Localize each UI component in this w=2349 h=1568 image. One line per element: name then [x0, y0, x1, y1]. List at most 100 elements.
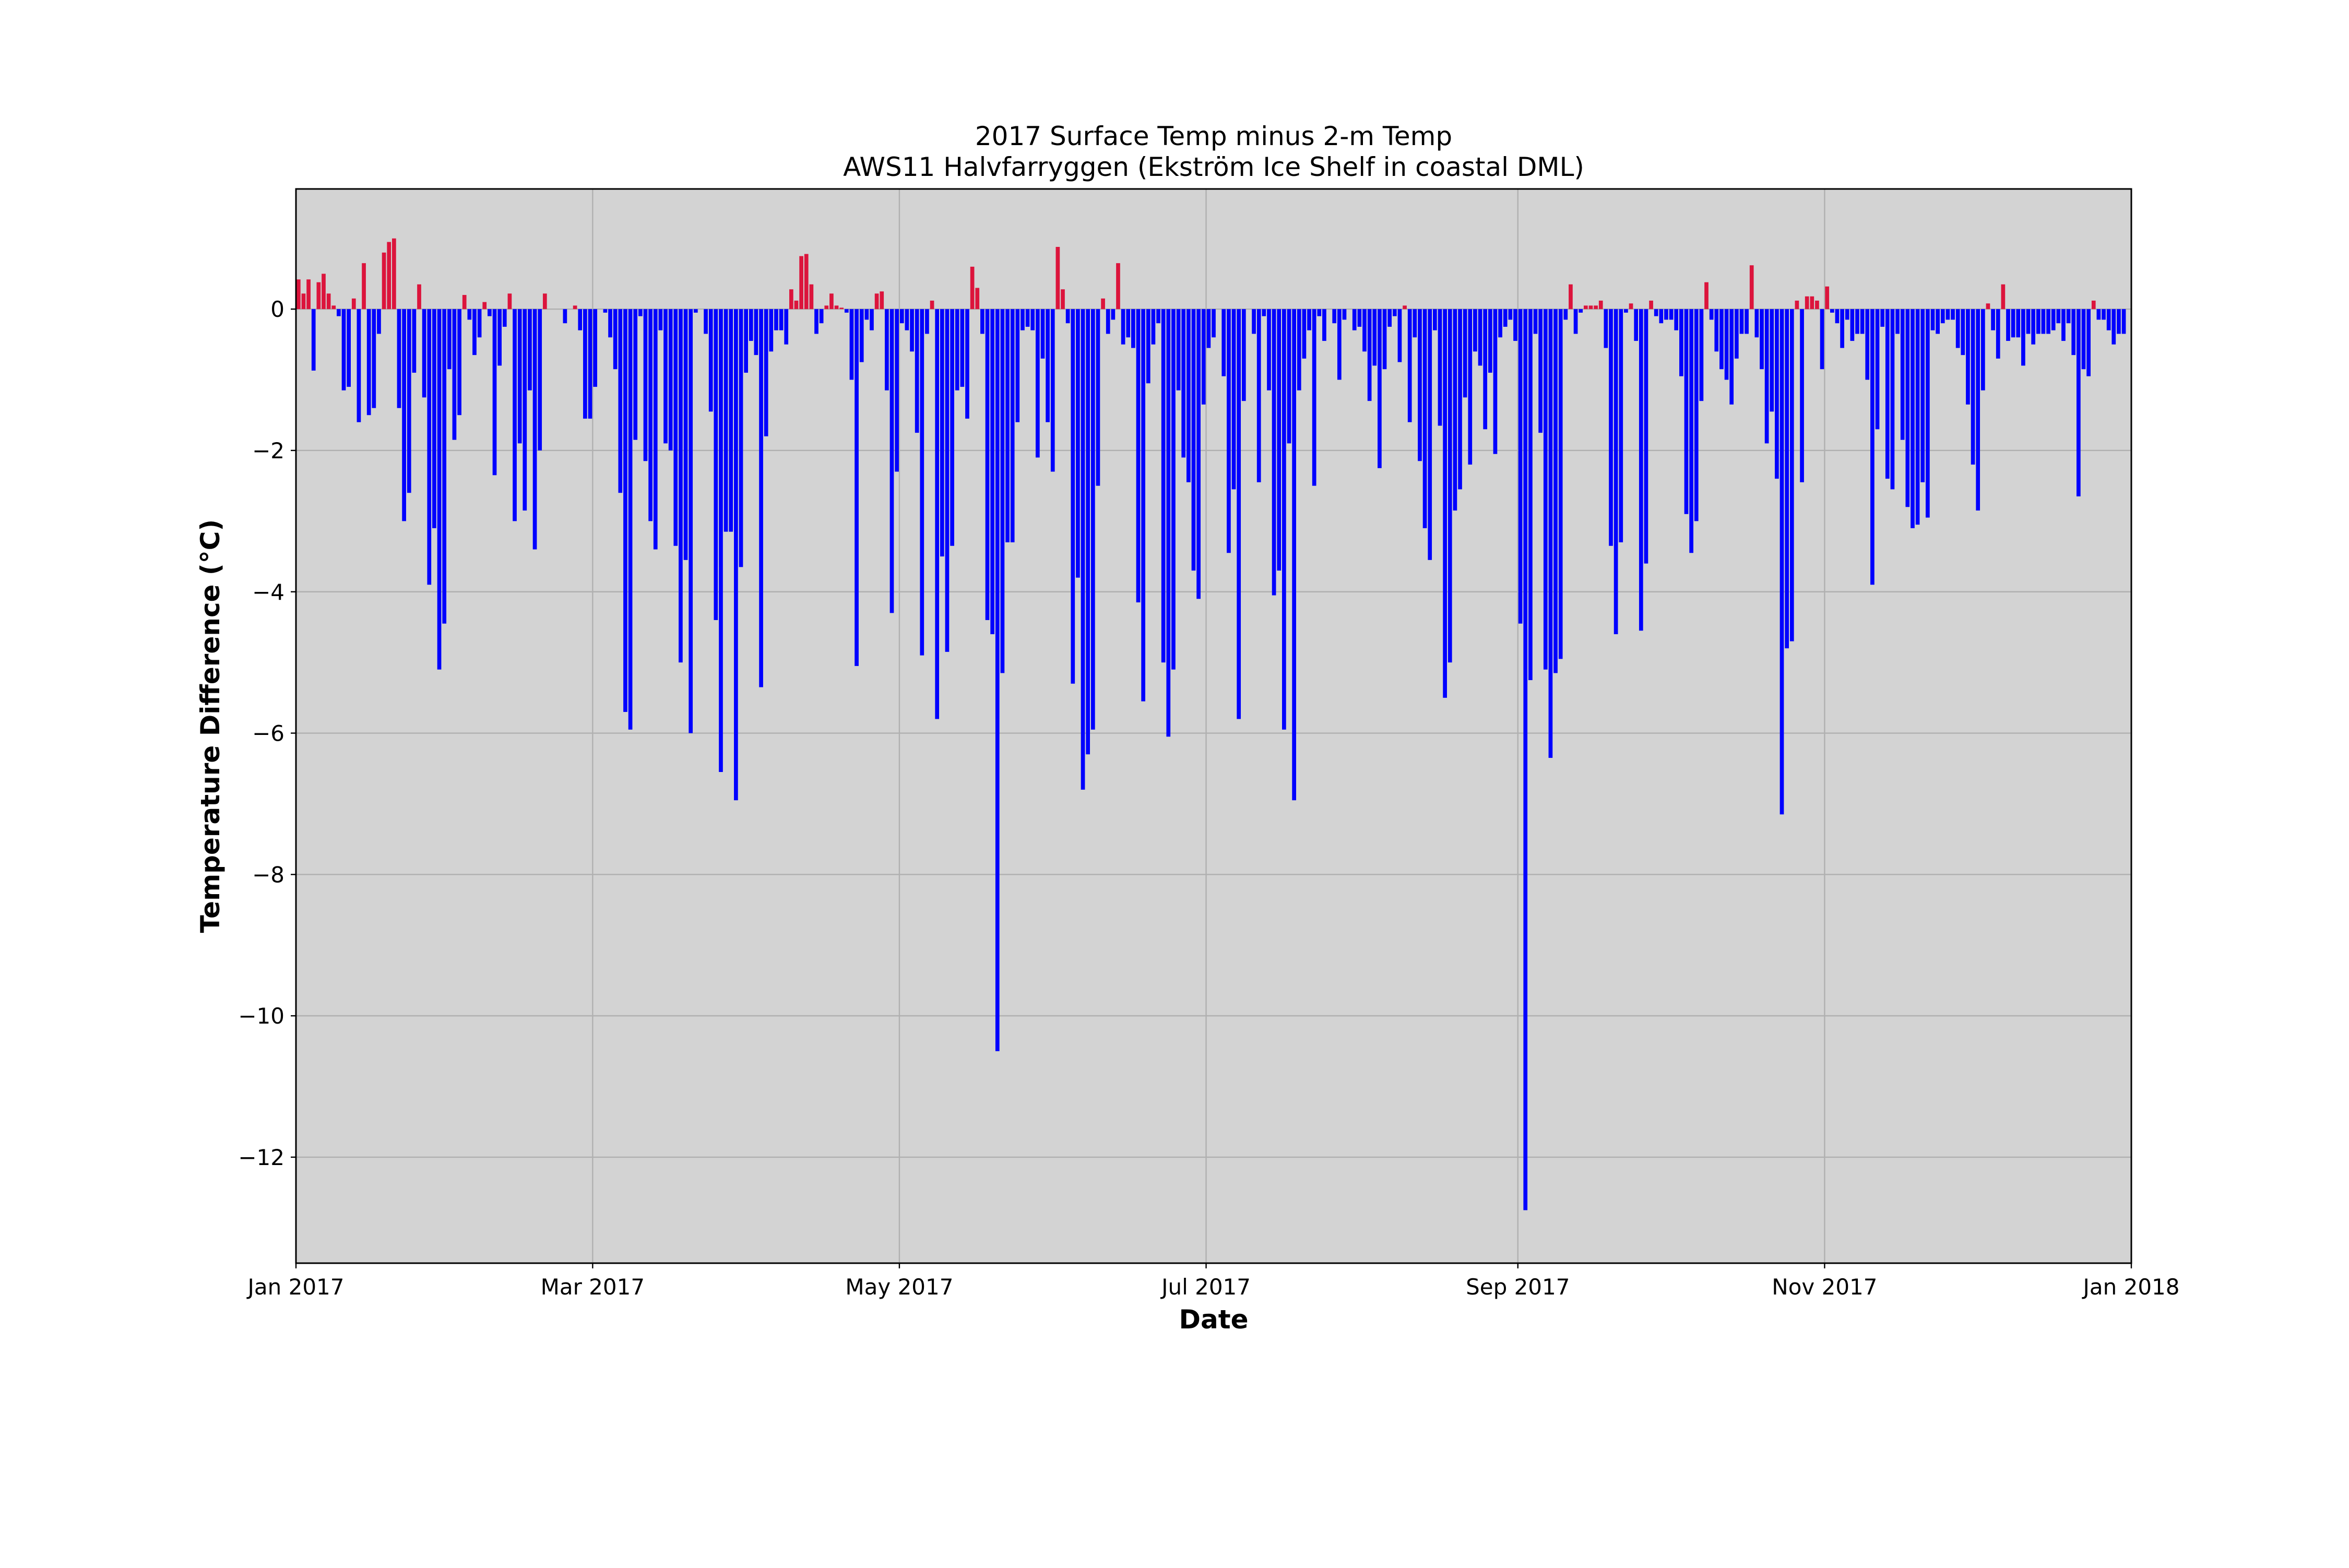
data-bar	[1533, 309, 1538, 334]
data-bar	[593, 309, 598, 387]
data-bar	[1081, 309, 1085, 790]
data-bar	[2046, 309, 2050, 334]
data-bar	[1920, 309, 1925, 482]
data-bar	[2102, 309, 2106, 320]
data-bar	[1649, 300, 1653, 310]
y-tick-label: −10	[238, 1003, 284, 1029]
data-bar	[1664, 309, 1668, 320]
data-bar	[1503, 309, 1508, 327]
data-bar	[1448, 309, 1452, 663]
data-bar	[1397, 309, 1402, 362]
data-bar	[1745, 309, 1749, 334]
data-bar	[819, 309, 824, 324]
data-bar	[1538, 309, 1543, 433]
data-bar	[1850, 309, 1855, 341]
data-bar	[1855, 309, 1859, 334]
data-bar	[1820, 309, 1824, 370]
data-bar	[1583, 305, 1588, 310]
data-bar	[1352, 309, 1357, 330]
data-bar	[1382, 309, 1387, 370]
data-bar	[794, 300, 799, 310]
data-bar	[1734, 309, 1739, 359]
y-tick-label: −2	[252, 438, 284, 464]
data-bar	[1518, 309, 1523, 624]
data-bar	[1764, 309, 1769, 444]
data-bar	[1815, 300, 1819, 310]
data-bar	[1186, 309, 1191, 482]
data-bar	[1483, 309, 1488, 430]
data-bar	[301, 293, 306, 310]
data-bar	[663, 309, 668, 444]
data-bar	[834, 305, 839, 310]
data-bar	[1256, 309, 1261, 482]
data-bar	[889, 309, 894, 613]
data-bar	[372, 309, 376, 408]
data-bar	[1387, 309, 1392, 327]
data-bar	[1181, 309, 1186, 458]
data-bar	[1880, 309, 1885, 327]
data-bar	[1900, 309, 1905, 440]
data-bar	[608, 309, 612, 338]
data-bar	[1307, 309, 1311, 330]
data-bar	[829, 293, 834, 310]
data-bar	[1136, 309, 1141, 603]
data-bar	[1201, 309, 1206, 405]
data-bar	[452, 309, 457, 440]
data-bar	[759, 309, 763, 687]
data-bar	[1221, 309, 1226, 376]
data-bar	[1961, 309, 1965, 355]
data-bar	[2041, 309, 2046, 334]
data-bar	[1337, 309, 1342, 380]
data-bar	[658, 309, 663, 330]
data-bar	[1991, 309, 1995, 330]
data-bar	[935, 309, 940, 719]
data-bar	[1754, 309, 1759, 338]
chart-subtitle: AWS11 Halvfarryggen (Ekström Ice Shelf i…	[843, 152, 1584, 182]
data-bar	[573, 305, 577, 310]
data-bar	[1619, 309, 1623, 542]
data-bar	[1553, 309, 1558, 673]
data-bar	[774, 309, 778, 330]
data-bar	[1689, 309, 1693, 553]
data-bar	[1936, 309, 1940, 334]
data-bar	[422, 309, 426, 398]
data-bar	[1231, 309, 1236, 490]
data-bar	[1709, 309, 1714, 320]
data-bar	[1911, 309, 1915, 528]
data-bar	[1795, 300, 1799, 310]
data-bar	[1926, 309, 1930, 518]
data-bar	[1126, 309, 1131, 338]
data-bar	[2021, 309, 2025, 366]
data-bar	[513, 309, 517, 521]
data-bar	[2106, 309, 2111, 330]
data-bar	[1000, 309, 1005, 673]
data-bar	[1422, 309, 1427, 528]
data-bar	[1775, 309, 1779, 479]
x-tick-label: Jan 2017	[246, 1274, 345, 1300]
data-bar	[366, 309, 371, 415]
data-bar	[1845, 309, 1849, 320]
data-bar	[1749, 265, 1754, 310]
data-bar	[1392, 309, 1397, 316]
data-bar	[1830, 309, 1834, 313]
data-bar	[1272, 309, 1276, 596]
data-bar	[1951, 309, 1955, 320]
data-bar	[1614, 309, 1618, 634]
data-bar	[2066, 309, 2071, 324]
data-bar	[1312, 309, 1316, 486]
data-bar	[1443, 309, 1447, 698]
data-bar	[1458, 309, 1462, 490]
data-bar	[517, 309, 522, 444]
data-bar	[895, 309, 899, 472]
data-bar	[1634, 309, 1639, 341]
data-bar	[824, 305, 829, 310]
data-bar	[1372, 309, 1377, 366]
data-bar	[1569, 284, 1573, 310]
data-bar	[402, 309, 406, 521]
data-bar	[497, 309, 502, 366]
data-bar	[1865, 309, 1870, 380]
data-bar	[1468, 309, 1473, 465]
data-bar	[648, 309, 652, 521]
data-bar	[1895, 309, 1900, 334]
data-bar	[1267, 309, 1271, 390]
